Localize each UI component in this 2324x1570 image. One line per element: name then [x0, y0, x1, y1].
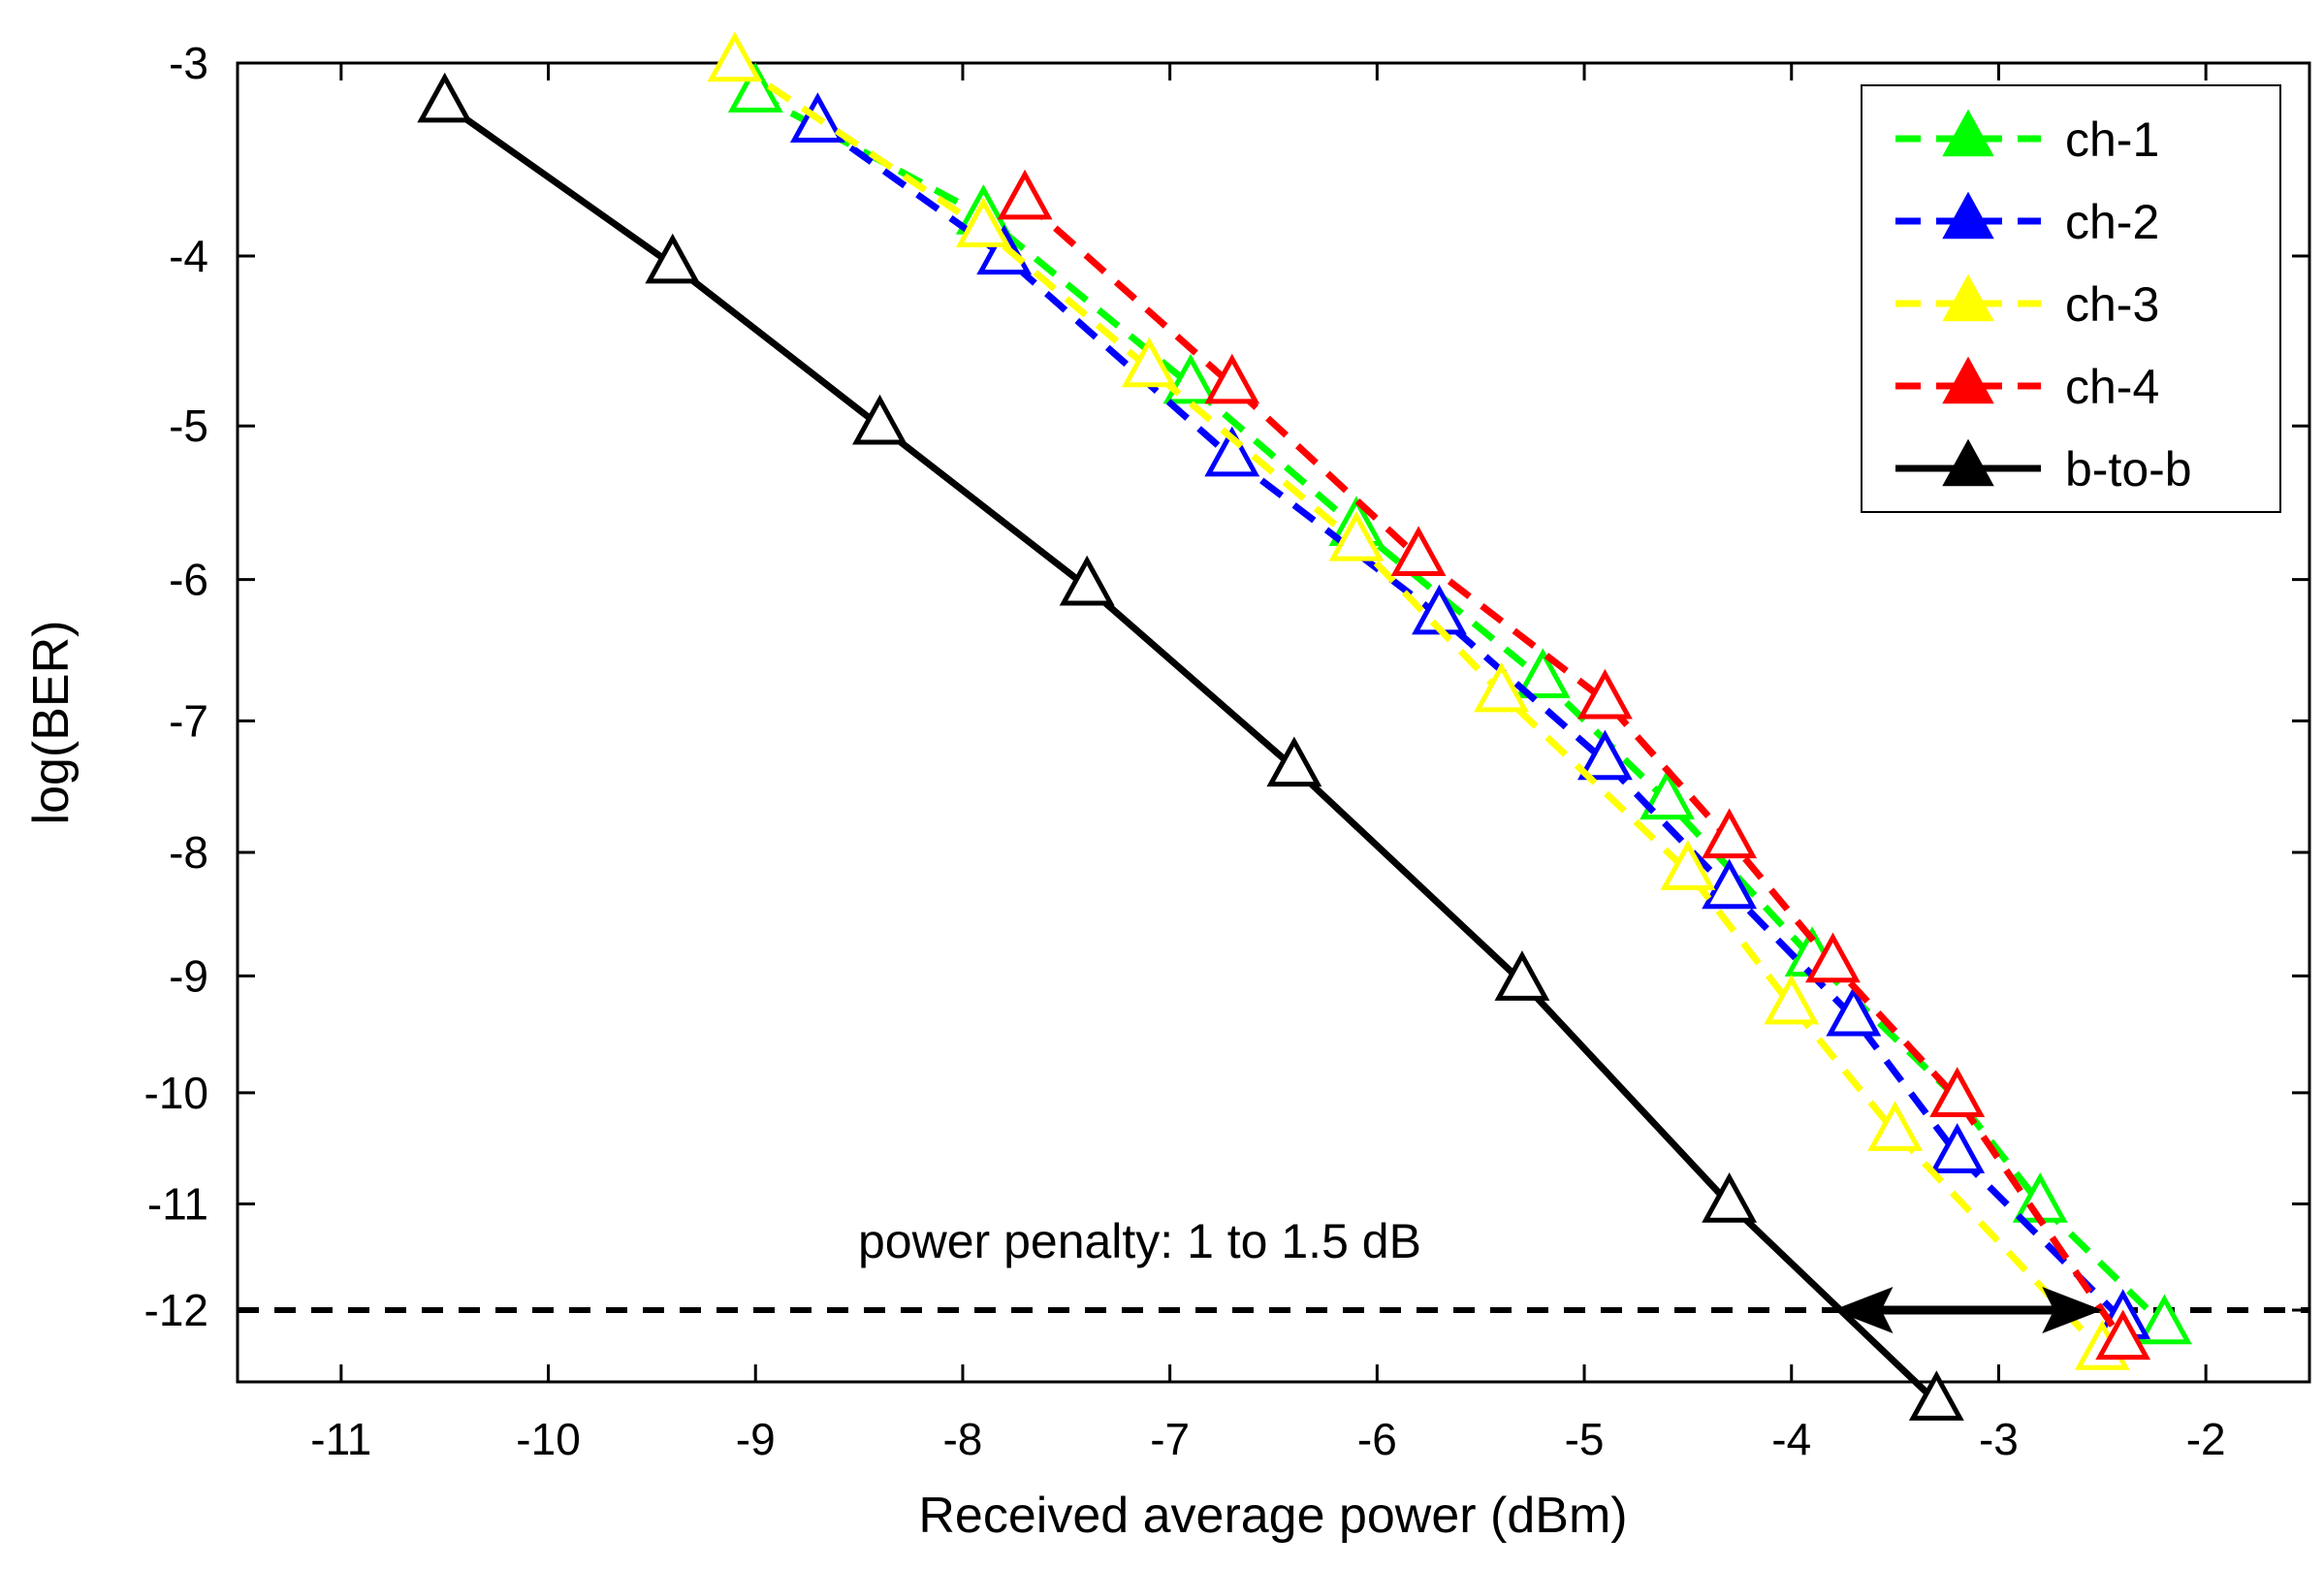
data-point-ch-4 — [1702, 808, 1758, 859]
data-point-ch-3 — [1328, 510, 1385, 561]
data-point-ch-1 — [1640, 769, 1695, 820]
legend-label-ch-3: ch-3 — [2065, 277, 2159, 332]
x-tick-label: -7 — [1150, 1414, 1190, 1464]
data-point-ch-3 — [1867, 1101, 1924, 1151]
y-axis-label: log(BER) — [23, 621, 80, 825]
series-line-ch-4 — [1022, 198, 2126, 1343]
legend-marker-ch-3 — [1942, 273, 1994, 322]
legend-label-b-to-b: b-to-b — [2065, 442, 2192, 497]
data-point-ch-1 — [2136, 1294, 2192, 1345]
x-tick-label: -9 — [736, 1414, 776, 1464]
data-point-ch-4 — [997, 169, 1053, 220]
legend-label-ch-1: ch-1 — [2065, 112, 2159, 167]
x-tick-label: -5 — [1565, 1414, 1605, 1464]
y-tick-label: -10 — [144, 1068, 208, 1118]
data-point-ch-2 — [1826, 985, 1882, 1037]
data-point-ch-1 — [1514, 648, 1571, 699]
data-point-ch-4 — [2095, 1309, 2151, 1361]
data-point-ch-3 — [707, 31, 763, 82]
data-point-ch-2 — [1576, 729, 1633, 781]
data-point-ch-4 — [1805, 932, 1861, 983]
y-tick-label: -9 — [169, 950, 208, 1001]
x-tick-label: -6 — [1357, 1414, 1397, 1464]
data-point-b-to-b — [1059, 555, 1115, 606]
penalty-arrowhead-left — [1832, 1287, 1894, 1333]
data-point-ch-3 — [1121, 336, 1177, 388]
y-tick-label: -12 — [144, 1285, 208, 1335]
data-point-ch-4 — [1576, 668, 1633, 720]
y-tick-label: -6 — [169, 555, 208, 605]
x-tick-label: -2 — [2186, 1414, 2226, 1464]
series-ch-4 — [997, 169, 2151, 1361]
data-point-ch-2 — [1929, 1123, 1986, 1173]
x-tick-label: -3 — [1979, 1414, 2019, 1464]
legend-marker-b-to-b — [1942, 438, 1994, 487]
data-point-ch-2 — [1702, 858, 1758, 910]
data-point-ch-4 — [1204, 353, 1260, 404]
data-point-b-to-b — [417, 72, 473, 123]
data-point-b-to-b — [1908, 1370, 1964, 1421]
data-point-b-to-b — [1266, 736, 1322, 787]
legend-label-ch-2: ch-2 — [2065, 195, 2159, 249]
penalty-arrowhead-right — [2042, 1287, 2103, 1333]
data-point-ch-4 — [1390, 526, 1447, 577]
legend-marker-ch-1 — [1942, 109, 1994, 157]
data-point-ch-3 — [1474, 661, 1529, 713]
x-tick-label: -4 — [1771, 1414, 1811, 1464]
legend-marker-ch-4 — [1942, 356, 1994, 404]
y-tick-label: -3 — [169, 38, 208, 88]
legend-box — [1861, 84, 2281, 513]
series-line-ch-2 — [815, 120, 2126, 1324]
data-point-b-to-b — [1702, 1172, 1758, 1223]
y-tick-label: -8 — [169, 827, 208, 878]
axis-ticks: -11 -10 -9 -8 -7 -6 -5 -4 -3 -2 -3 -4 -5 -6 -7 -8 -9 -10 -… — [144, 38, 2309, 1464]
data-point-b-to-b — [645, 233, 701, 284]
legend-label-ch-4: ch-4 — [2065, 360, 2159, 414]
data-point-b-to-b — [1494, 950, 1550, 1001]
data-point-ch-2 — [1204, 426, 1260, 477]
x-tick-label: -8 — [942, 1414, 982, 1464]
data-point-ch-4 — [1929, 1067, 1986, 1117]
y-tick-label: -11 — [147, 1179, 208, 1230]
data-point-ch-3 — [1660, 840, 1716, 890]
y-tick-label: -7 — [169, 695, 208, 746]
power-penalty-annotation: power penalty: 1 to 1.5 dB — [858, 1214, 1421, 1268]
x-tick-label: -11 — [310, 1414, 371, 1464]
data-point-ch-3 — [1764, 974, 1820, 1025]
data-point-b-to-b — [852, 394, 907, 445]
y-tick-label: -5 — [169, 401, 208, 451]
series-b-to-b — [417, 72, 1964, 1421]
series-ch-2 — [789, 92, 2151, 1339]
penalty-arrow — [1832, 1287, 2103, 1333]
data-point-ch-3 — [955, 197, 1011, 248]
legend: ch-1 ch-2 ch-3 ch-4 b-to-b — [1861, 84, 2281, 513]
series-line-b-to-b — [442, 101, 1939, 1405]
x-axis-label: Received average power (dBm) — [918, 1488, 1627, 1544]
series-layer — [417, 31, 2192, 1421]
x-tick-label: -10 — [516, 1414, 580, 1464]
data-point-ch-2 — [976, 224, 1033, 275]
y-tick-label: -4 — [169, 231, 208, 281]
legend-marker-ch-2 — [1942, 191, 1994, 240]
